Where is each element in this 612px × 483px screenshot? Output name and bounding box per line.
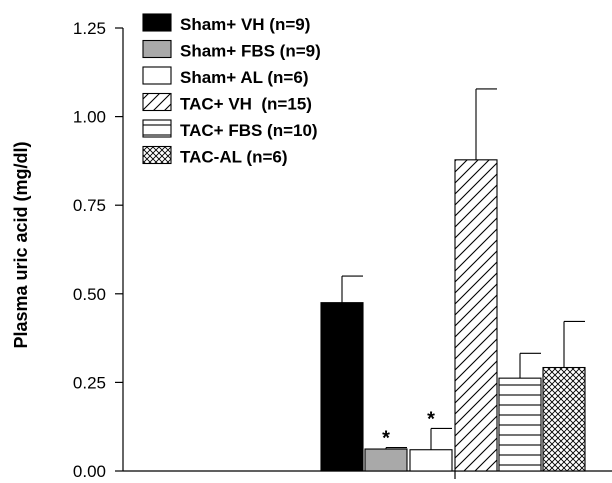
y-tick-label: 0.25 (73, 373, 106, 392)
y-tick-label: 0.00 (73, 462, 106, 481)
bar (454, 159, 498, 472)
legend-label: TAC+ VH (n=15) (180, 95, 312, 114)
y-tick-label: 1.25 (73, 19, 106, 38)
legend: Sham+ VH (n=9) Sham+ FBS (n=9) Sham+ AL (n… (142, 13, 321, 167)
y-tick-label: 0.75 (73, 196, 106, 215)
bar (542, 366, 586, 472)
legend-label: TAC+ FBS (n=10) (180, 121, 318, 140)
significance-marker: * (427, 408, 435, 430)
y-axis-title: Plasma uric acid (mg/dl) (11, 141, 31, 348)
bar (409, 449, 453, 472)
legend-label: TAC-AL (n=6) (180, 148, 288, 167)
legend-swatch (142, 119, 172, 138)
legend-swatch (142, 66, 172, 85)
bars: ** (320, 88, 586, 472)
significance-marker: * (382, 428, 390, 450)
bar (498, 377, 542, 472)
bar (364, 448, 408, 472)
legend-label: Sham+ FBS (n=9) (180, 42, 321, 61)
y-axis-ticks: 0.00 0.25 0.50 0.75 1.00 1.25 (73, 19, 123, 481)
y-tick-label: 1.00 (73, 108, 106, 127)
legend-label: Sham+ AL (n=6) (180, 68, 308, 87)
legend-swatch (142, 39, 172, 59)
legend-swatch (142, 92, 172, 112)
legend-swatch (142, 13, 172, 32)
legend-swatch (142, 145, 172, 165)
bar (320, 302, 364, 472)
legend-label: Sham+ VH (n=9) (180, 15, 310, 34)
y-tick-label: 0.50 (73, 285, 106, 304)
